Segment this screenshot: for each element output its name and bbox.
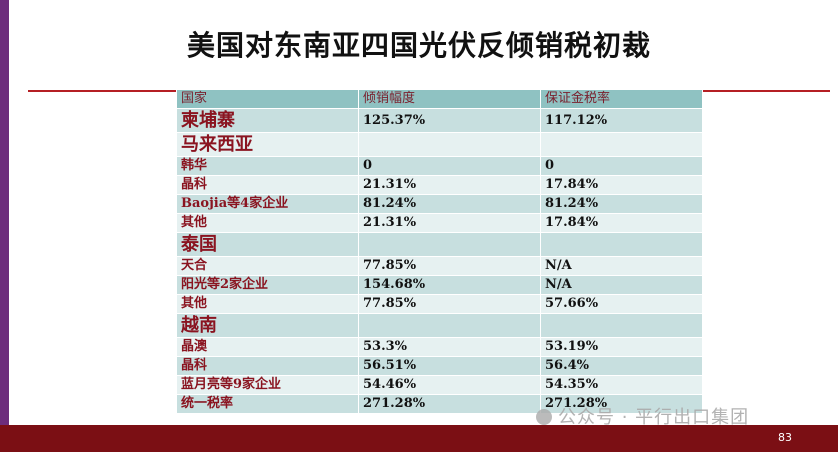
company-name-cell: 蓝月亮等9家企业 [176,375,359,395]
header-country: 国家 [176,89,359,109]
footer-bar: 83 [0,425,838,452]
table-row: 晶科 56.51% 56.4% [176,356,703,376]
company-name-cell: 晶科 [176,175,359,195]
country-name-cell: 泰国 [176,232,359,257]
dumping-margin-cell [358,313,541,338]
header-dumping-margin: 倾销幅度 [358,89,541,109]
company-name-cell: 晶科 [176,356,359,376]
country-row: 柬埔寨 125.37% 117.12% [176,108,703,133]
dumping-margin-cell: 81.24% [358,194,541,214]
dumping-margin-cell: 125.37% [358,108,541,133]
wechat-icon [536,409,552,425]
watermark-text: 公众号 · 平行出口集团 [558,407,750,428]
table-row: 晶科 21.31% 17.84% [176,175,703,195]
deposit-rate-cell: 81.24% [540,194,703,214]
deposit-rate-cell: 0 [540,156,703,176]
dumping-margin-cell: 21.31% [358,175,541,195]
country-row: 马来西亚 [176,132,703,157]
dumping-margin-cell: 54.46% [358,375,541,395]
dumping-margin-cell: 154.68% [358,275,541,295]
table-body: 柬埔寨 125.37% 117.12% 马来西亚 韩华 0 0 晶科 21.31% 17.84% B… [176,108,703,414]
page-number: 83 [778,431,792,444]
deposit-rate-cell [540,232,703,257]
table-header-row: 国家 倾销幅度 保证金税率 [176,89,703,109]
company-name-cell: 晶澳 [176,337,359,357]
country-row: 越南 [176,313,703,338]
deposit-rate-cell: N/A [540,256,703,276]
slide-title: 美国对东南亚四国光伏反倾销税初裁 [186,29,651,62]
header-deposit-rate: 保证金税率 [540,89,703,109]
deposit-rate-cell: 53.19% [540,337,703,357]
title-divider-right [702,90,830,92]
company-name-cell: 阳光等2家企业 [176,275,359,295]
dumping-margin-cell: 77.85% [358,256,541,276]
table-row: 天合 77.85% N/A [176,256,703,276]
deposit-rate-cell: 57.66% [540,294,703,314]
company-name-cell: 天合 [176,256,359,276]
table-row: Baojia等4家企业 81.24% 81.24% [176,194,703,214]
title-divider-left [28,90,176,92]
dumping-margin-cell: 77.85% [358,294,541,314]
company-name-cell: 韩华 [176,156,359,176]
table-row: 阳光等2家企业 154.68% N/A [176,275,703,295]
dumping-margin-cell [358,132,541,157]
deposit-rate-cell: 117.12% [540,108,703,133]
table-row: 蓝月亮等9家企业 54.46% 54.35% [176,375,703,395]
dumping-margin-cell [358,232,541,257]
country-row: 泰国 [176,232,703,257]
duty-table-container: 国家 倾销幅度 保证金税率 柬埔寨 125.37% 117.12% 马来西亚 韩华 0 0 晶… [176,89,703,414]
watermark: 公众号 · 平行出口集团 [536,403,749,429]
company-name-cell: 其他 [176,294,359,314]
company-name-cell: 统一税率 [176,394,359,414]
deposit-rate-cell: 271.28% [540,394,703,414]
table-row: 其他 21.31% 17.84% [176,213,703,233]
country-name-cell: 越南 [176,313,359,338]
country-name-cell: 柬埔寨 [176,108,359,133]
table-row: 统一税率 271.28% 271.28% [176,394,703,414]
dumping-margin-cell: 0 [358,156,541,176]
dumping-margin-cell: 56.51% [358,356,541,376]
table-row: 晶澳 53.3% 53.19% [176,337,703,357]
dumping-margin-cell: 53.3% [358,337,541,357]
company-name-cell: 其他 [176,213,359,233]
dumping-margin-cell: 271.28% [358,394,541,414]
table-row: 其他 77.85% 57.66% [176,294,703,314]
deposit-rate-cell [540,132,703,157]
table-row: 韩华 0 0 [176,156,703,176]
deposit-rate-cell: N/A [540,275,703,295]
deposit-rate-cell [540,313,703,338]
deposit-rate-cell: 56.4% [540,356,703,376]
duty-table: 国家 倾销幅度 保证金税率 柬埔寨 125.37% 117.12% 马来西亚 韩华 0 0 晶… [176,89,703,414]
dumping-margin-cell: 21.31% [358,213,541,233]
deposit-rate-cell: 54.35% [540,375,703,395]
left-accent-bar [0,0,9,452]
country-name-cell: 马来西亚 [176,132,359,157]
company-name-cell: Baojia等4家企业 [176,194,359,214]
deposit-rate-cell: 17.84% [540,213,703,233]
deposit-rate-cell: 17.84% [540,175,703,195]
